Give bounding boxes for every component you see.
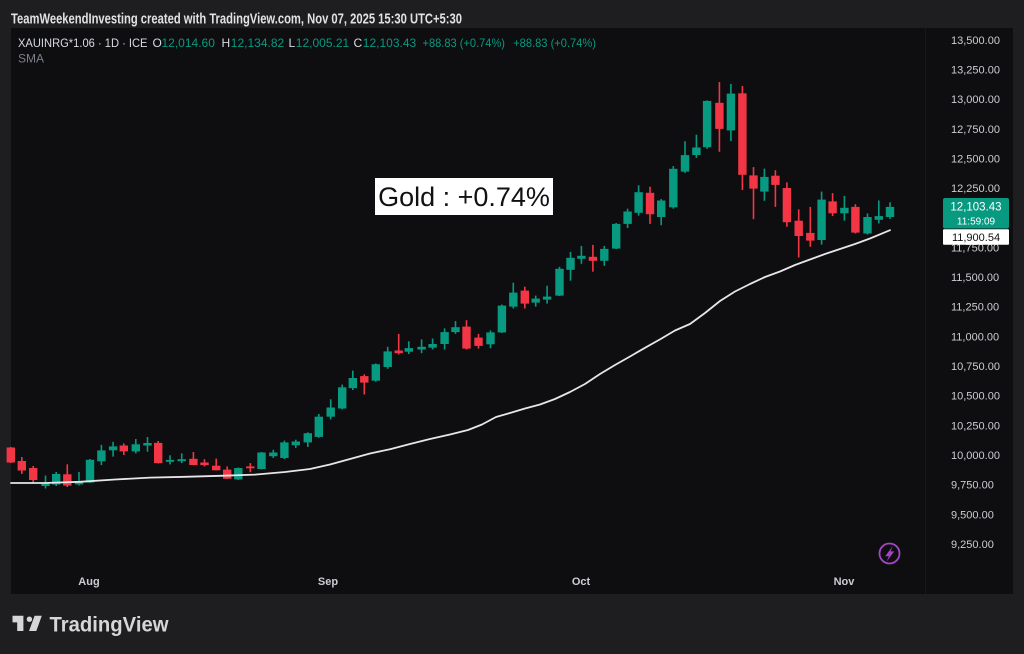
svg-text:11,250.00: 11,250.00 <box>951 302 999 314</box>
svg-text:10,500.00: 10,500.00 <box>951 391 1000 403</box>
svg-text:Gold : +0.74%: Gold : +0.74% <box>378 182 550 212</box>
svg-text:9,500.00: 9,500.00 <box>951 509 994 521</box>
svg-text:Nov: Nov <box>834 576 856 588</box>
svg-text:XAUINRG*1.06 · 1D · ICE: XAUINRG*1.06 · 1D · ICE <box>18 36 148 50</box>
svg-text:11:59:09: 11:59:09 <box>957 217 996 228</box>
svg-text:H: H <box>222 36 231 50</box>
svg-text:13,500.00: 13,500.00 <box>951 35 1000 47</box>
svg-text:Oct: Oct <box>572 576 591 588</box>
svg-text:TradingView: TradingView <box>50 614 170 637</box>
svg-text:11,750.00: 11,750.00 <box>951 242 999 254</box>
svg-text:10,000.00: 10,000.00 <box>951 450 1000 462</box>
svg-text:10,750.00: 10,750.00 <box>951 361 1000 373</box>
svg-text:SMA: SMA <box>18 52 44 66</box>
svg-text:9,250.00: 9,250.00 <box>951 539 994 551</box>
svg-text:12,500.00: 12,500.00 <box>951 154 1000 166</box>
svg-text:+88.83 (+0.74%): +88.83 (+0.74%) <box>423 36 506 50</box>
svg-text:C: C <box>354 36 363 50</box>
svg-text:13,250.00: 13,250.00 <box>951 65 1000 77</box>
svg-text:9,750.00: 9,750.00 <box>951 480 994 492</box>
svg-text:12,103.43: 12,103.43 <box>363 36 417 50</box>
svg-text:13,000.00: 13,000.00 <box>951 94 1000 106</box>
svg-text:10,250.00: 10,250.00 <box>951 420 1000 432</box>
svg-text:12,250.00: 12,250.00 <box>951 183 1000 195</box>
svg-text:TeamWeekendInvesting created w: TeamWeekendInvesting created with Tradin… <box>11 11 462 28</box>
svg-text:11,000.00: 11,000.00 <box>951 331 999 343</box>
svg-text:+88.83 (+0.74%): +88.83 (+0.74%) <box>513 36 596 50</box>
svg-text:11,900.54: 11,900.54 <box>952 232 1000 244</box>
svg-text:12,134.82: 12,134.82 <box>231 36 285 50</box>
svg-text:12,103.43: 12,103.43 <box>950 202 1001 214</box>
svg-text:Sep: Sep <box>318 576 338 588</box>
svg-text:12,750.00: 12,750.00 <box>951 124 1000 136</box>
svg-text:12,005.21: 12,005.21 <box>296 36 350 50</box>
svg-text:Aug: Aug <box>78 576 99 588</box>
svg-text:L: L <box>289 36 296 50</box>
svg-text:11,500.00: 11,500.00 <box>951 272 999 284</box>
svg-text:12,014.60: 12,014.60 <box>162 36 216 50</box>
svg-text:O: O <box>153 36 162 50</box>
